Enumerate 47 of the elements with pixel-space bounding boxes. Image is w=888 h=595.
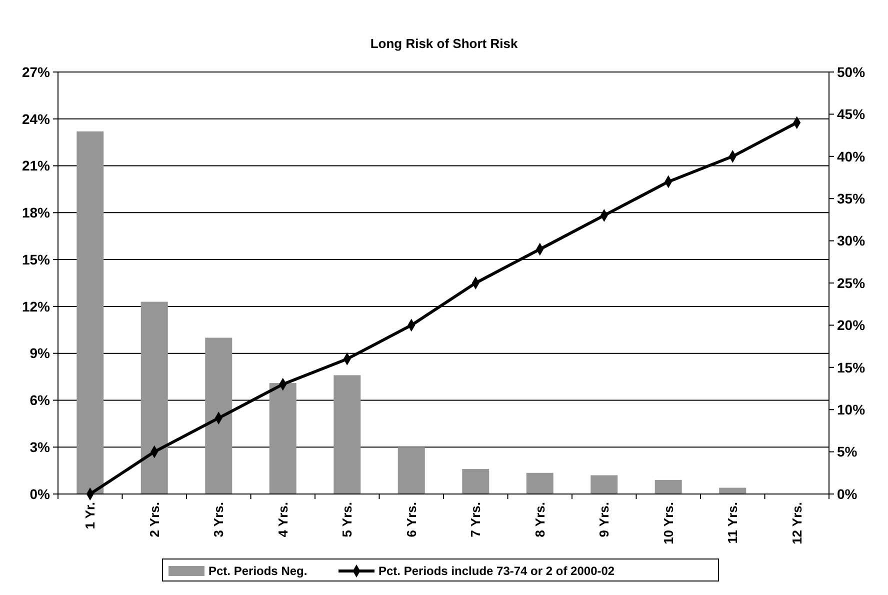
y2-tick-label: 35% <box>837 190 866 206</box>
bar <box>140 302 168 494</box>
y2-tick-label: 30% <box>837 232 866 249</box>
bar <box>205 338 232 494</box>
x-tick-label: 10 Yrs. <box>660 502 676 544</box>
y2-tick-label: 10% <box>837 402 866 418</box>
x-tick-label: 9 Yrs. <box>596 502 612 538</box>
bar <box>76 131 104 494</box>
y2-tick-label: 5% <box>837 444 858 460</box>
bar <box>654 480 682 494</box>
bar <box>334 375 361 494</box>
chart-title: Long Risk of Short Risk <box>370 36 518 51</box>
y-tick-label: 12% <box>22 298 51 314</box>
y2-tick-label: 45% <box>837 106 866 122</box>
legend-label: Pct. Periods Neg. <box>208 564 308 578</box>
y2-tick-label: 20% <box>837 317 866 334</box>
y-tick-label: 3% <box>30 439 51 456</box>
y-tick-label: 21% <box>22 158 51 174</box>
x-tick-label: 2 Yrs. <box>146 502 162 538</box>
y-tick-label: 27% <box>22 64 51 80</box>
y2-tick-label: 0% <box>837 486 858 502</box>
x-tick-label: 4 Yrs. <box>275 502 290 538</box>
x-tick-label: 3 Yrs. <box>211 502 226 538</box>
x-tick-label: 8 Yrs. <box>532 502 548 538</box>
y-tick-label: 6% <box>30 392 51 408</box>
y-tick-label: 9% <box>30 345 51 362</box>
bar <box>462 468 490 494</box>
x-tick-label: 11 Yrs. <box>725 502 740 544</box>
x-tick-label: 6 Yrs. <box>404 502 419 538</box>
y2-tick-label: 40% <box>837 148 866 164</box>
bar <box>526 472 554 494</box>
x-tick-label: 7 Yrs. <box>468 502 484 538</box>
y-tick-label: 15% <box>22 251 51 268</box>
y-tick-label: 24% <box>22 110 51 127</box>
x-tick-label: 5 Yrs. <box>340 502 355 538</box>
y2-tick-label: 15% <box>837 359 866 376</box>
bar <box>719 488 746 494</box>
y-tick-label: 18% <box>22 204 51 221</box>
y2-tick-label: 25% <box>837 274 866 291</box>
bar <box>590 475 618 494</box>
y2-tick-label: 50% <box>837 64 866 80</box>
x-tick-label: 1 Yr. <box>82 502 98 530</box>
bar <box>269 383 296 494</box>
y-tick-label: 0% <box>30 486 51 502</box>
legend-label: Pct. Periods include 73-74 or 2 of 2000-02 <box>378 564 615 578</box>
bar <box>398 447 425 494</box>
x-tick-label: 12 Yrs. <box>789 502 804 544</box>
